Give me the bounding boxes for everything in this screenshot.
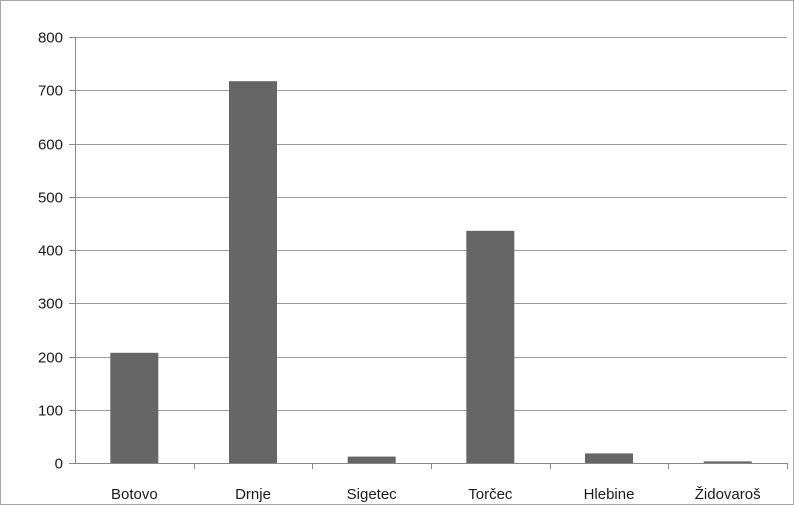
x-tick-label: Drnje bbox=[235, 486, 271, 503]
y-tick-labels: 0 100 200 300 400 500 600 700 800 bbox=[38, 30, 63, 473]
x-tick-label: Židovaroš bbox=[695, 486, 761, 503]
bar-torčec bbox=[466, 230, 515, 463]
bar-hlebine bbox=[585, 453, 633, 463]
y-tick-label: 500 bbox=[38, 190, 63, 207]
bar-drnje bbox=[229, 81, 277, 463]
y-tick-label: 800 bbox=[38, 30, 63, 47]
y-tick-label: 700 bbox=[38, 83, 63, 100]
bars bbox=[110, 81, 752, 463]
y-tick-label: 100 bbox=[38, 403, 63, 420]
y-tick-label: 400 bbox=[38, 243, 63, 260]
y-tick-label: 300 bbox=[38, 296, 63, 313]
y-tick-label: 0 bbox=[55, 456, 63, 473]
bar-židovaroš bbox=[703, 461, 752, 463]
x-tick-labels: Botovo Drnje Sigetec Torčec Hlebine Židovaroš bbox=[111, 486, 761, 503]
bar-sigetec bbox=[347, 456, 396, 463]
x-tick-label: Hlebine bbox=[584, 486, 635, 503]
x-tick-label: Sigetec bbox=[347, 486, 398, 503]
axes bbox=[69, 37, 788, 469]
x-tick-label: Botovo bbox=[111, 486, 158, 503]
bar-botovo bbox=[110, 352, 159, 463]
y-tick-label: 600 bbox=[38, 137, 63, 154]
gridlines bbox=[75, 37, 787, 411]
x-tick-label: Torčec bbox=[468, 486, 513, 503]
y-tick-label: 200 bbox=[38, 350, 63, 367]
